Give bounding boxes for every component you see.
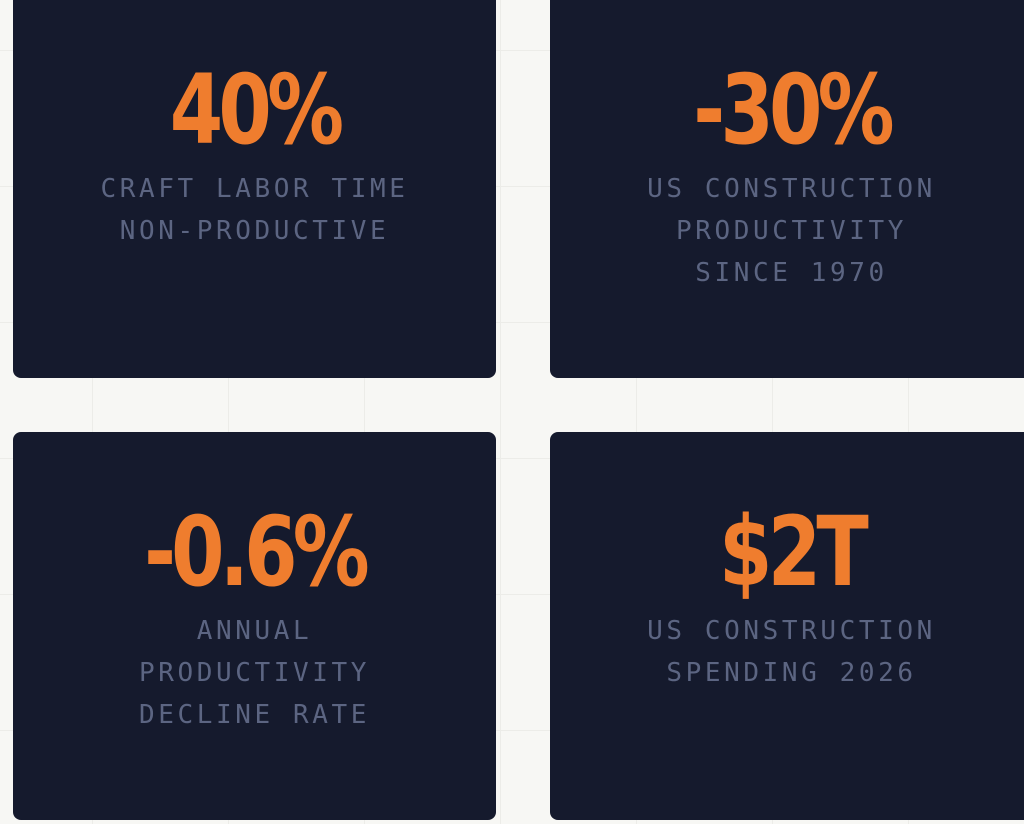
stat-card-annual-decline: -0.6% ANNUAL PRODUCTIVITY DECLINE RATE (13, 432, 496, 820)
stat-label-line: NON-PRODUCTIVE (119, 216, 390, 246)
stat-label-line: US CONSTRUCTION (647, 616, 936, 646)
stat-label: ANNUAL PRODUCTIVITY DECLINE RATE (13, 610, 496, 736)
stat-label-line: PRODUCTIVITY (675, 216, 908, 246)
stat-value: $2T (719, 496, 869, 608)
stat-card-construction-spending: $2T US CONSTRUCTION SPENDING 2026 (550, 432, 1024, 820)
stat-label: US CONSTRUCTION SPENDING 2026 (550, 610, 1024, 694)
stat-label: US CONSTRUCTION PRODUCTIVITY SINCE 1970 (550, 168, 1024, 294)
stat-label-line: SINCE 1970 (695, 258, 888, 288)
stat-value: 40% (169, 54, 344, 166)
stat-label: CRAFT LABOR TIME NON-PRODUCTIVE (13, 168, 496, 252)
stat-label-line: SPENDING 2026 (666, 658, 917, 688)
stat-card-craft-labor: 40% CRAFT LABOR TIME NON-PRODUCTIVE (13, 0, 496, 378)
stat-card-productivity-since-1970: -30% US CONSTRUCTION PRODUCTIVITY SINCE … (550, 0, 1024, 378)
stat-value: -0.6% (144, 496, 370, 608)
stat-label-line: CRAFT LABOR TIME (100, 174, 409, 204)
stat-value: -30% (693, 54, 894, 166)
stat-label-line: ANNUAL (196, 616, 313, 646)
stat-label-line: DECLINE RATE (138, 700, 371, 730)
stat-label-line: US CONSTRUCTION (647, 174, 936, 204)
stat-label-line: PRODUCTIVITY (138, 658, 371, 688)
